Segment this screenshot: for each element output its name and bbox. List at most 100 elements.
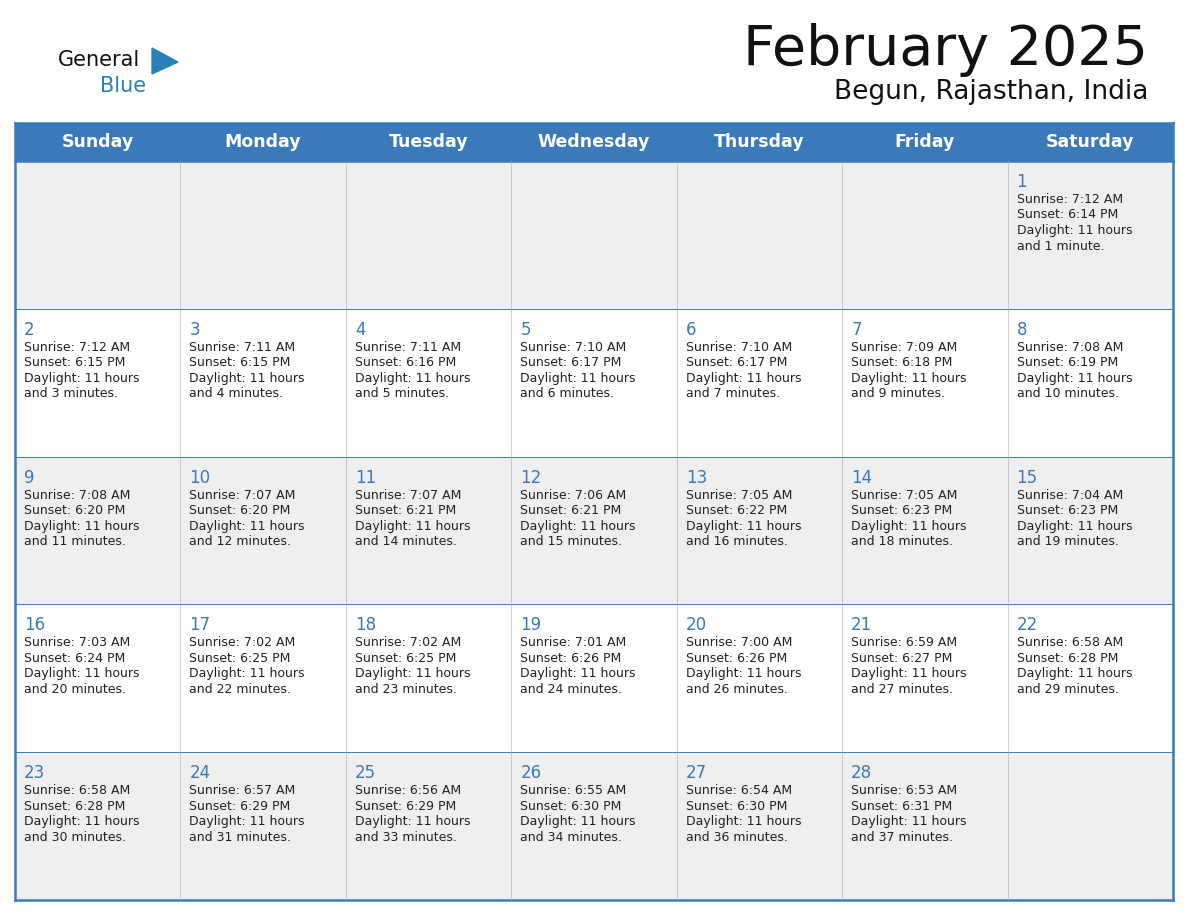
Text: Sunrise: 7:04 AM: Sunrise: 7:04 AM (1017, 488, 1123, 501)
Text: Daylight: 11 hours: Daylight: 11 hours (355, 520, 470, 532)
Text: Sunrise: 7:01 AM: Sunrise: 7:01 AM (520, 636, 626, 649)
Text: and 33 minutes.: and 33 minutes. (355, 831, 456, 844)
Text: Blue: Blue (100, 76, 146, 96)
Text: and 26 minutes.: and 26 minutes. (685, 683, 788, 696)
Text: Sunrise: 6:54 AM: Sunrise: 6:54 AM (685, 784, 792, 797)
Text: 8: 8 (1017, 320, 1028, 339)
Text: 3: 3 (189, 320, 200, 339)
Text: Sunrise: 7:09 AM: Sunrise: 7:09 AM (851, 341, 958, 353)
Text: Sunrise: 7:02 AM: Sunrise: 7:02 AM (189, 636, 296, 649)
Text: Daylight: 11 hours: Daylight: 11 hours (851, 815, 967, 828)
Text: and 10 minutes.: and 10 minutes. (1017, 387, 1119, 400)
Text: Daylight: 11 hours: Daylight: 11 hours (851, 520, 967, 532)
Text: Daylight: 11 hours: Daylight: 11 hours (24, 372, 139, 385)
Text: Daylight: 11 hours: Daylight: 11 hours (685, 815, 801, 828)
Text: Sunset: 6:27 PM: Sunset: 6:27 PM (851, 652, 953, 665)
Text: Begun, Rajasthan, India: Begun, Rajasthan, India (834, 79, 1148, 105)
Text: 15: 15 (1017, 468, 1037, 487)
Text: Sunset: 6:15 PM: Sunset: 6:15 PM (24, 356, 126, 369)
Text: Sunset: 6:30 PM: Sunset: 6:30 PM (520, 800, 621, 812)
Text: 28: 28 (851, 764, 872, 782)
Text: Daylight: 11 hours: Daylight: 11 hours (1017, 372, 1132, 385)
Text: Sunrise: 7:07 AM: Sunrise: 7:07 AM (189, 488, 296, 501)
Text: 13: 13 (685, 468, 707, 487)
Text: Sunrise: 6:58 AM: Sunrise: 6:58 AM (24, 784, 131, 797)
Text: 27: 27 (685, 764, 707, 782)
Text: Sunrise: 7:10 AM: Sunrise: 7:10 AM (520, 341, 626, 353)
Text: Daylight: 11 hours: Daylight: 11 hours (24, 520, 139, 532)
Text: Monday: Monday (225, 133, 302, 151)
Text: and 4 minutes.: and 4 minutes. (189, 387, 284, 400)
Text: Sunrise: 7:06 AM: Sunrise: 7:06 AM (520, 488, 626, 501)
Text: 6: 6 (685, 320, 696, 339)
Text: Sunset: 6:15 PM: Sunset: 6:15 PM (189, 356, 291, 369)
Text: Sunrise: 7:08 AM: Sunrise: 7:08 AM (24, 488, 131, 501)
Text: 23: 23 (24, 764, 45, 782)
Text: Sunset: 6:20 PM: Sunset: 6:20 PM (24, 504, 126, 517)
Text: Daylight: 11 hours: Daylight: 11 hours (189, 815, 305, 828)
Text: Daylight: 11 hours: Daylight: 11 hours (355, 815, 470, 828)
Text: and 34 minutes.: and 34 minutes. (520, 831, 623, 844)
Text: Daylight: 11 hours: Daylight: 11 hours (685, 520, 801, 532)
Text: 19: 19 (520, 616, 542, 634)
Text: Sunrise: 6:55 AM: Sunrise: 6:55 AM (520, 784, 626, 797)
Bar (15, 123, 1173, 161)
Text: Daylight: 11 hours: Daylight: 11 hours (520, 815, 636, 828)
Text: and 12 minutes.: and 12 minutes. (189, 535, 291, 548)
Text: Daylight: 11 hours: Daylight: 11 hours (685, 667, 801, 680)
Text: 4: 4 (355, 320, 366, 339)
Text: Daylight: 11 hours: Daylight: 11 hours (851, 667, 967, 680)
Text: 14: 14 (851, 468, 872, 487)
Text: 1: 1 (1017, 173, 1028, 191)
Text: Sunrise: 6:58 AM: Sunrise: 6:58 AM (1017, 636, 1123, 649)
Text: Sunset: 6:26 PM: Sunset: 6:26 PM (685, 652, 786, 665)
Text: Daylight: 11 hours: Daylight: 11 hours (520, 520, 636, 532)
Text: and 14 minutes.: and 14 minutes. (355, 535, 456, 548)
Text: and 31 minutes.: and 31 minutes. (189, 831, 291, 844)
Text: Sunrise: 7:11 AM: Sunrise: 7:11 AM (189, 341, 296, 353)
Text: and 16 minutes.: and 16 minutes. (685, 535, 788, 548)
Text: 24: 24 (189, 764, 210, 782)
Text: Sunrise: 7:05 AM: Sunrise: 7:05 AM (851, 488, 958, 501)
Text: Sunset: 6:22 PM: Sunset: 6:22 PM (685, 504, 786, 517)
Text: Sunrise: 7:03 AM: Sunrise: 7:03 AM (24, 636, 131, 649)
Text: Daylight: 11 hours: Daylight: 11 hours (685, 372, 801, 385)
Text: Thursday: Thursday (714, 133, 804, 151)
Text: 5: 5 (520, 320, 531, 339)
Text: and 1 minute.: and 1 minute. (1017, 240, 1104, 252)
Text: Sunrise: 7:08 AM: Sunrise: 7:08 AM (1017, 341, 1123, 353)
Text: and 7 minutes.: and 7 minutes. (685, 387, 779, 400)
Text: 11: 11 (355, 468, 377, 487)
Text: Daylight: 11 hours: Daylight: 11 hours (189, 667, 305, 680)
Text: Sunset: 6:18 PM: Sunset: 6:18 PM (851, 356, 953, 369)
Text: and 20 minutes.: and 20 minutes. (24, 683, 126, 696)
Text: Sunset: 6:30 PM: Sunset: 6:30 PM (685, 800, 788, 812)
Text: Daylight: 11 hours: Daylight: 11 hours (851, 372, 967, 385)
Bar (15, 456, 1173, 604)
Text: Sunset: 6:20 PM: Sunset: 6:20 PM (189, 504, 291, 517)
Text: 9: 9 (24, 468, 34, 487)
Text: Sunset: 6:17 PM: Sunset: 6:17 PM (520, 356, 621, 369)
Text: and 9 minutes.: and 9 minutes. (851, 387, 946, 400)
Text: Daylight: 11 hours: Daylight: 11 hours (24, 815, 139, 828)
Text: 21: 21 (851, 616, 872, 634)
Text: Sunset: 6:29 PM: Sunset: 6:29 PM (189, 800, 291, 812)
Text: Sunrise: 7:07 AM: Sunrise: 7:07 AM (355, 488, 461, 501)
Text: and 11 minutes.: and 11 minutes. (24, 535, 126, 548)
Text: Sunset: 6:26 PM: Sunset: 6:26 PM (520, 652, 621, 665)
Text: Sunset: 6:23 PM: Sunset: 6:23 PM (1017, 504, 1118, 517)
Text: 26: 26 (520, 764, 542, 782)
Text: Sunset: 6:19 PM: Sunset: 6:19 PM (1017, 356, 1118, 369)
Text: Daylight: 11 hours: Daylight: 11 hours (355, 372, 470, 385)
Text: 20: 20 (685, 616, 707, 634)
Text: Sunrise: 7:12 AM: Sunrise: 7:12 AM (24, 341, 131, 353)
Text: Friday: Friday (895, 133, 955, 151)
Text: Daylight: 11 hours: Daylight: 11 hours (520, 372, 636, 385)
Text: 17: 17 (189, 616, 210, 634)
Text: and 29 minutes.: and 29 minutes. (1017, 683, 1118, 696)
Text: and 22 minutes.: and 22 minutes. (189, 683, 291, 696)
Text: and 18 minutes.: and 18 minutes. (851, 535, 953, 548)
Text: Saturday: Saturday (1047, 133, 1135, 151)
Text: Daylight: 11 hours: Daylight: 11 hours (520, 667, 636, 680)
Text: and 27 minutes.: and 27 minutes. (851, 683, 953, 696)
